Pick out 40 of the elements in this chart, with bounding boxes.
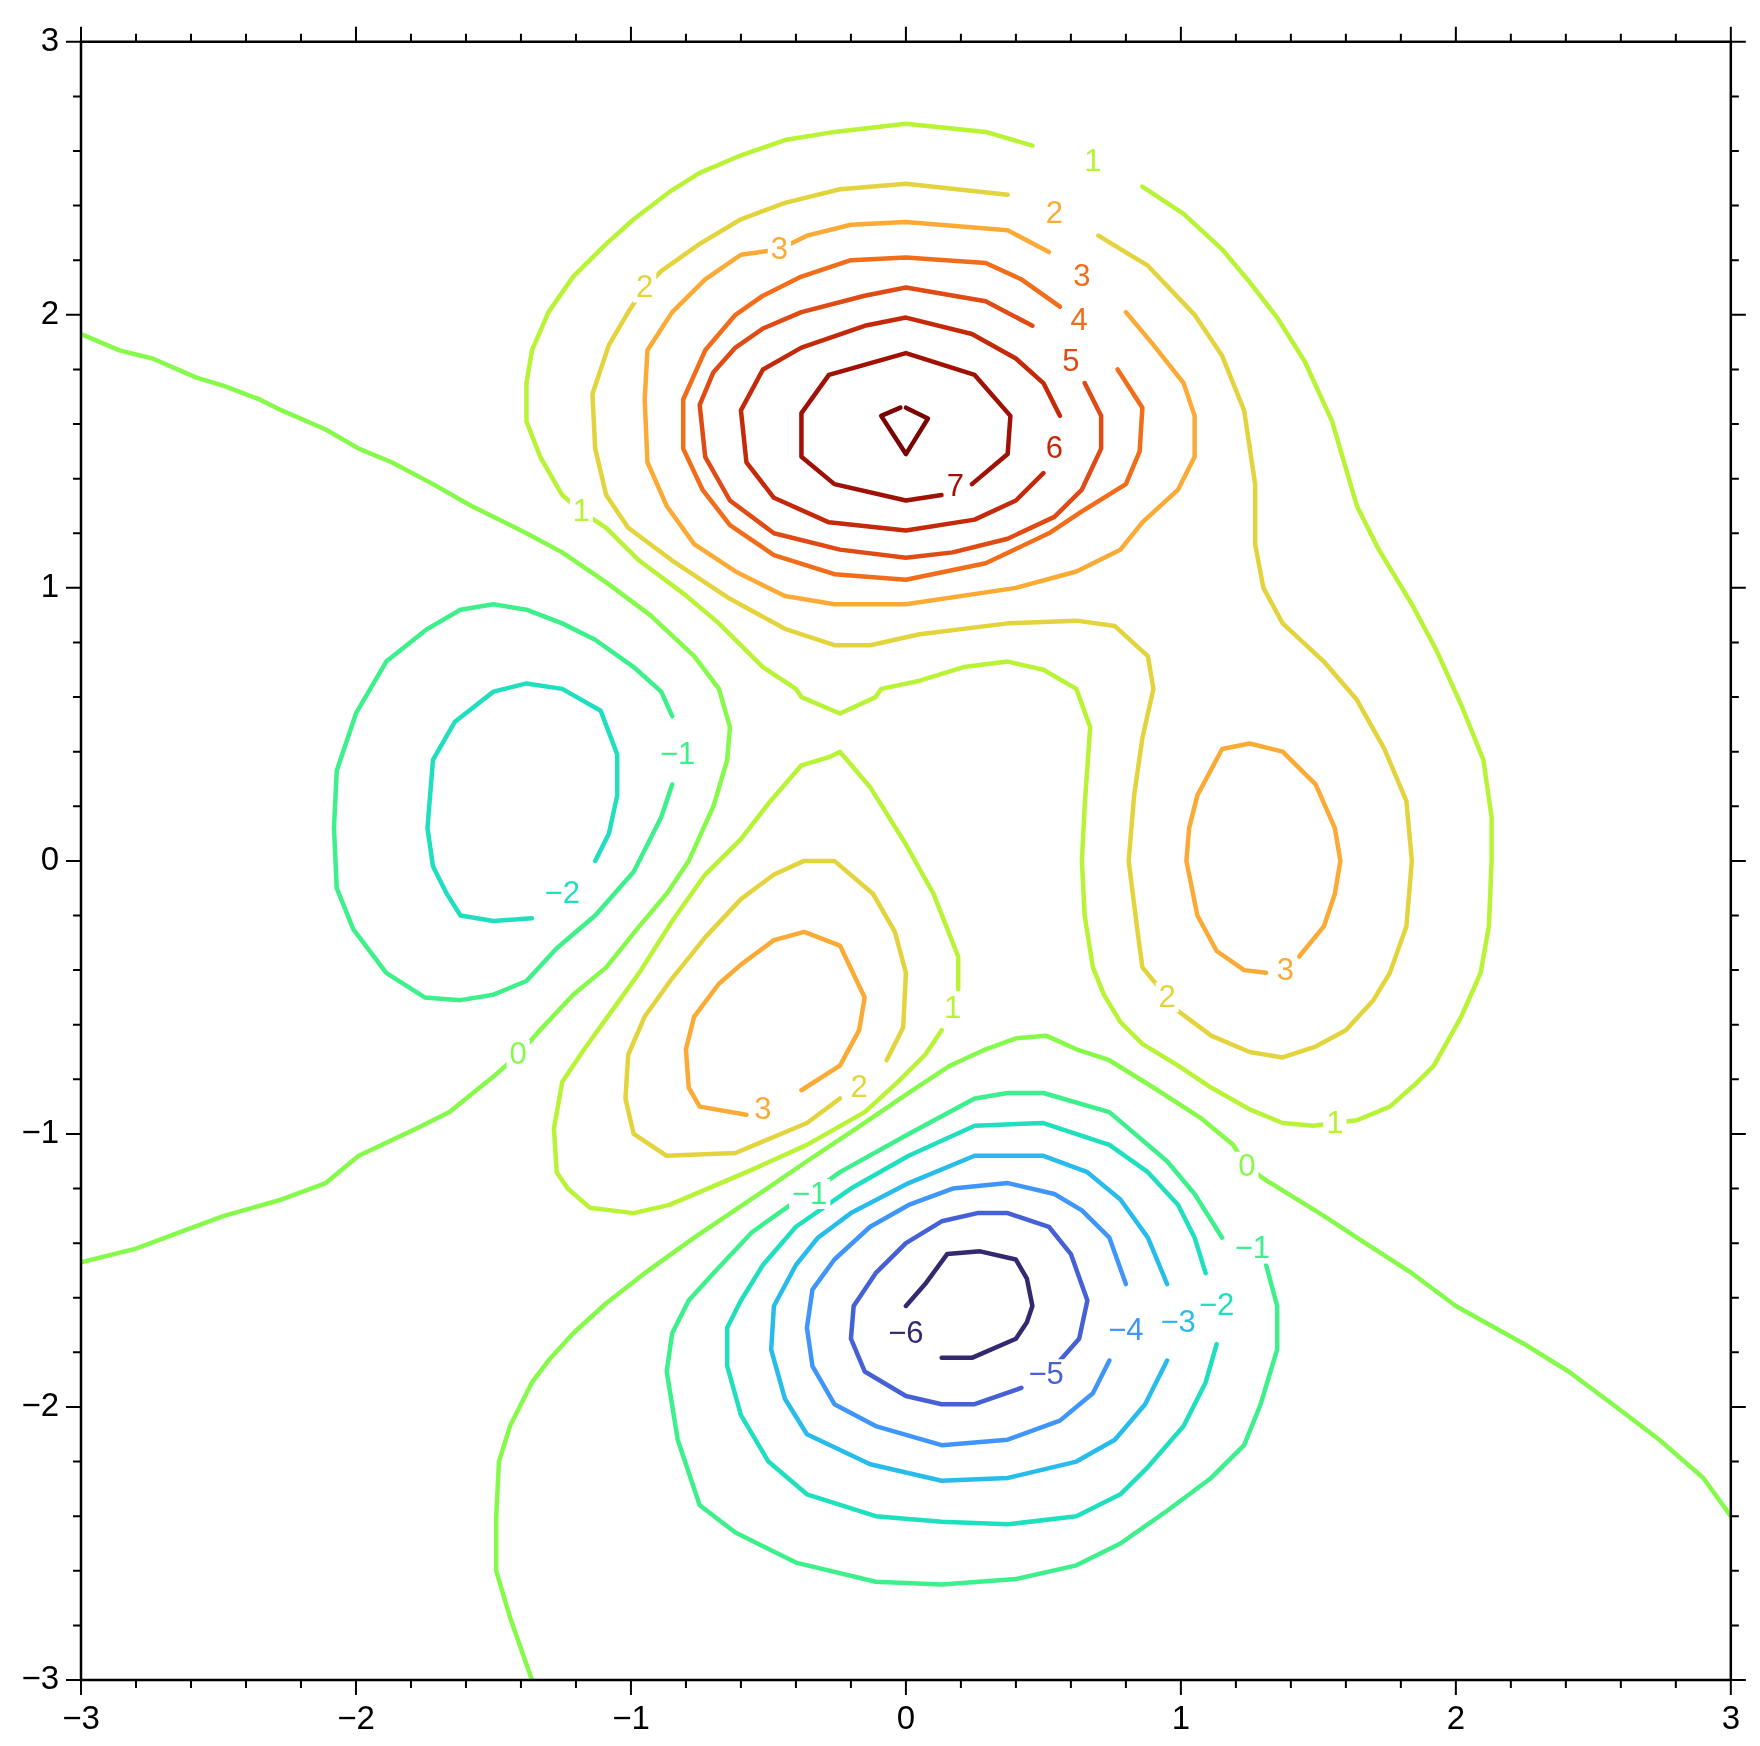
annotation: 0 [1238,1148,1256,1184]
annotation: 2 [1045,195,1064,231]
annotation: 2 [1158,978,1176,1014]
y-tick-label: 1 [40,566,59,604]
x-tick-label: −1 [612,1698,650,1736]
x-tick-label: 0 [896,1698,916,1736]
annotation: −1 [791,1175,828,1211]
y-tick-label: 0 [40,839,59,877]
annotation: 3 [754,1090,772,1126]
annotation: 1 [1326,1104,1344,1140]
annotation: 1 [944,989,962,1025]
annotation: 3 [1276,951,1294,987]
annotation: 1 [1084,143,1102,179]
x-tick-label: 3 [1721,1698,1740,1736]
annotation: −1 [1234,1230,1271,1266]
annotation: −2 [1198,1287,1235,1323]
y-tick-label: 3 [40,20,59,58]
annotation: −5 [1028,1355,1064,1391]
annotation: 6 [1045,430,1064,466]
x-tick-label: 1 [1171,1698,1191,1736]
annotation: 7 [946,468,965,504]
annotation: 1 [572,492,591,528]
annotation: 3 [770,230,789,266]
x-tick-label: 2 [1446,1698,1466,1736]
annotation: −3 [1160,1303,1196,1339]
annotation: 2 [850,1069,868,1105]
annotation: 4 [1070,301,1088,337]
annotation: −2 [544,875,580,911]
y-tick-label: −1 [21,1113,59,1151]
y-tick-label: −2 [21,1386,59,1424]
annotation: −1 [660,735,696,771]
annotation: 5 [1062,342,1080,378]
annotation: −4 [1108,1312,1144,1348]
annotation: −6 [888,1314,924,1350]
y-tick-label: −3 [21,1659,59,1697]
annotation: 2 [636,269,654,305]
annotation: 0 [509,1036,527,1072]
annotation: 3 [1073,258,1091,294]
y-tick-label: 2 [40,293,59,331]
x-tick-label: −2 [337,1698,375,1736]
